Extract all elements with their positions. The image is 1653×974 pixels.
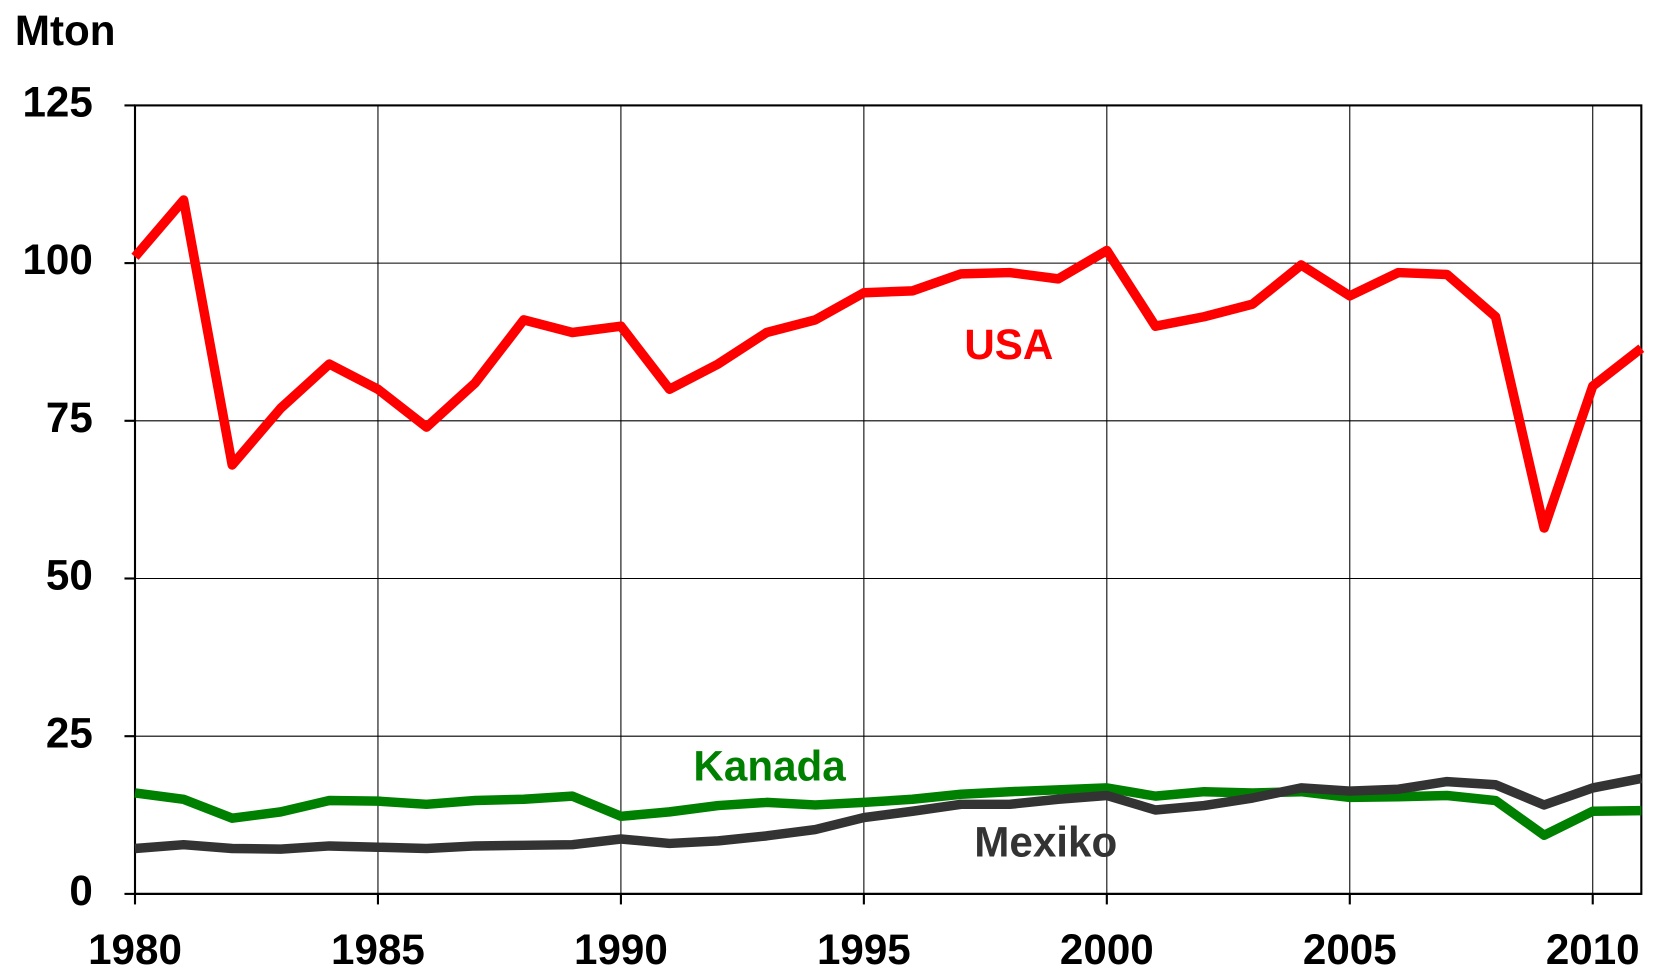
- x-tick-label: 1995: [817, 926, 911, 973]
- series-label: USA: [964, 321, 1053, 368]
- series-line: [131, 195, 1645, 533]
- series-label: Kanada: [693, 743, 846, 790]
- y-tick-label: 50: [46, 552, 93, 599]
- x-tick-label: 2005: [1303, 926, 1397, 973]
- x-tick-label: 2000: [1060, 926, 1154, 973]
- y-tick-label: 75: [46, 394, 93, 441]
- y-tick-label: 0: [69, 867, 92, 914]
- x-tick-label: 1980: [88, 926, 182, 973]
- y-tick-label: 25: [46, 709, 93, 756]
- y-tick-label: 125: [22, 79, 92, 126]
- y-axis-label: Mton: [15, 7, 116, 54]
- x-tick-label: 2010: [1546, 926, 1640, 973]
- series-line: [134, 783, 1642, 840]
- x-tick-label: 1985: [331, 926, 425, 973]
- y-tick-label: 100: [22, 236, 92, 283]
- series-label: Mexiko: [974, 819, 1117, 866]
- x-tick-label: 1990: [574, 926, 668, 973]
- plot-area: [133, 104, 1643, 895]
- series-line: [134, 773, 1643, 854]
